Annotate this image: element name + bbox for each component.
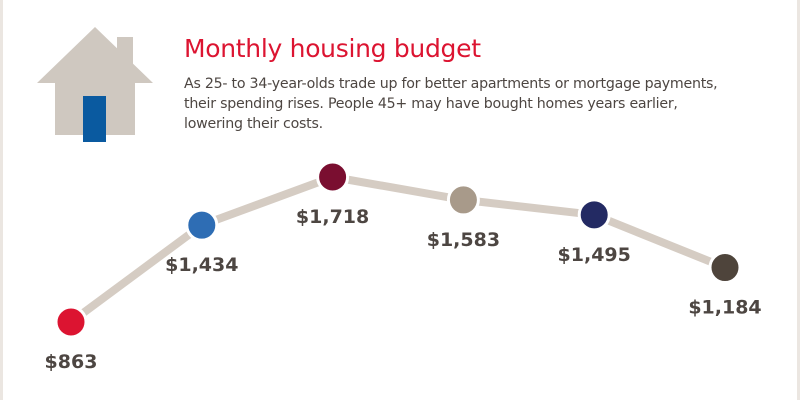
house-door <box>83 96 106 142</box>
frame-border-right <box>797 0 800 400</box>
data-point <box>185 208 219 242</box>
data-point <box>708 251 742 285</box>
data-label: $1,583 <box>427 229 500 251</box>
house-roof <box>37 27 153 83</box>
data-point <box>316 160 350 194</box>
subtitle-line: their spending rises. People 45+ may hav… <box>184 96 678 112</box>
data-point <box>54 305 88 339</box>
chart-title: Monthly housing budget <box>184 34 481 63</box>
data-label: $1,434 <box>165 254 238 276</box>
frame-border-left <box>0 0 3 400</box>
series-line <box>68 173 727 326</box>
subtitle-line: lowering their costs. <box>184 116 323 132</box>
house-icon <box>37 27 153 142</box>
data-label: $1,184 <box>688 297 761 319</box>
subtitle-line: As 25- to 34-year-olds trade up for bett… <box>184 76 718 92</box>
data-label: $1,495 <box>558 244 631 266</box>
data-label: $1,718 <box>296 206 369 228</box>
chart-subtitle: As 25- to 34-year-olds trade up for bett… <box>184 74 784 134</box>
data-point <box>577 198 611 232</box>
data-label: $863 <box>45 351 98 373</box>
house-chimney <box>117 37 133 67</box>
data-point <box>446 183 480 217</box>
